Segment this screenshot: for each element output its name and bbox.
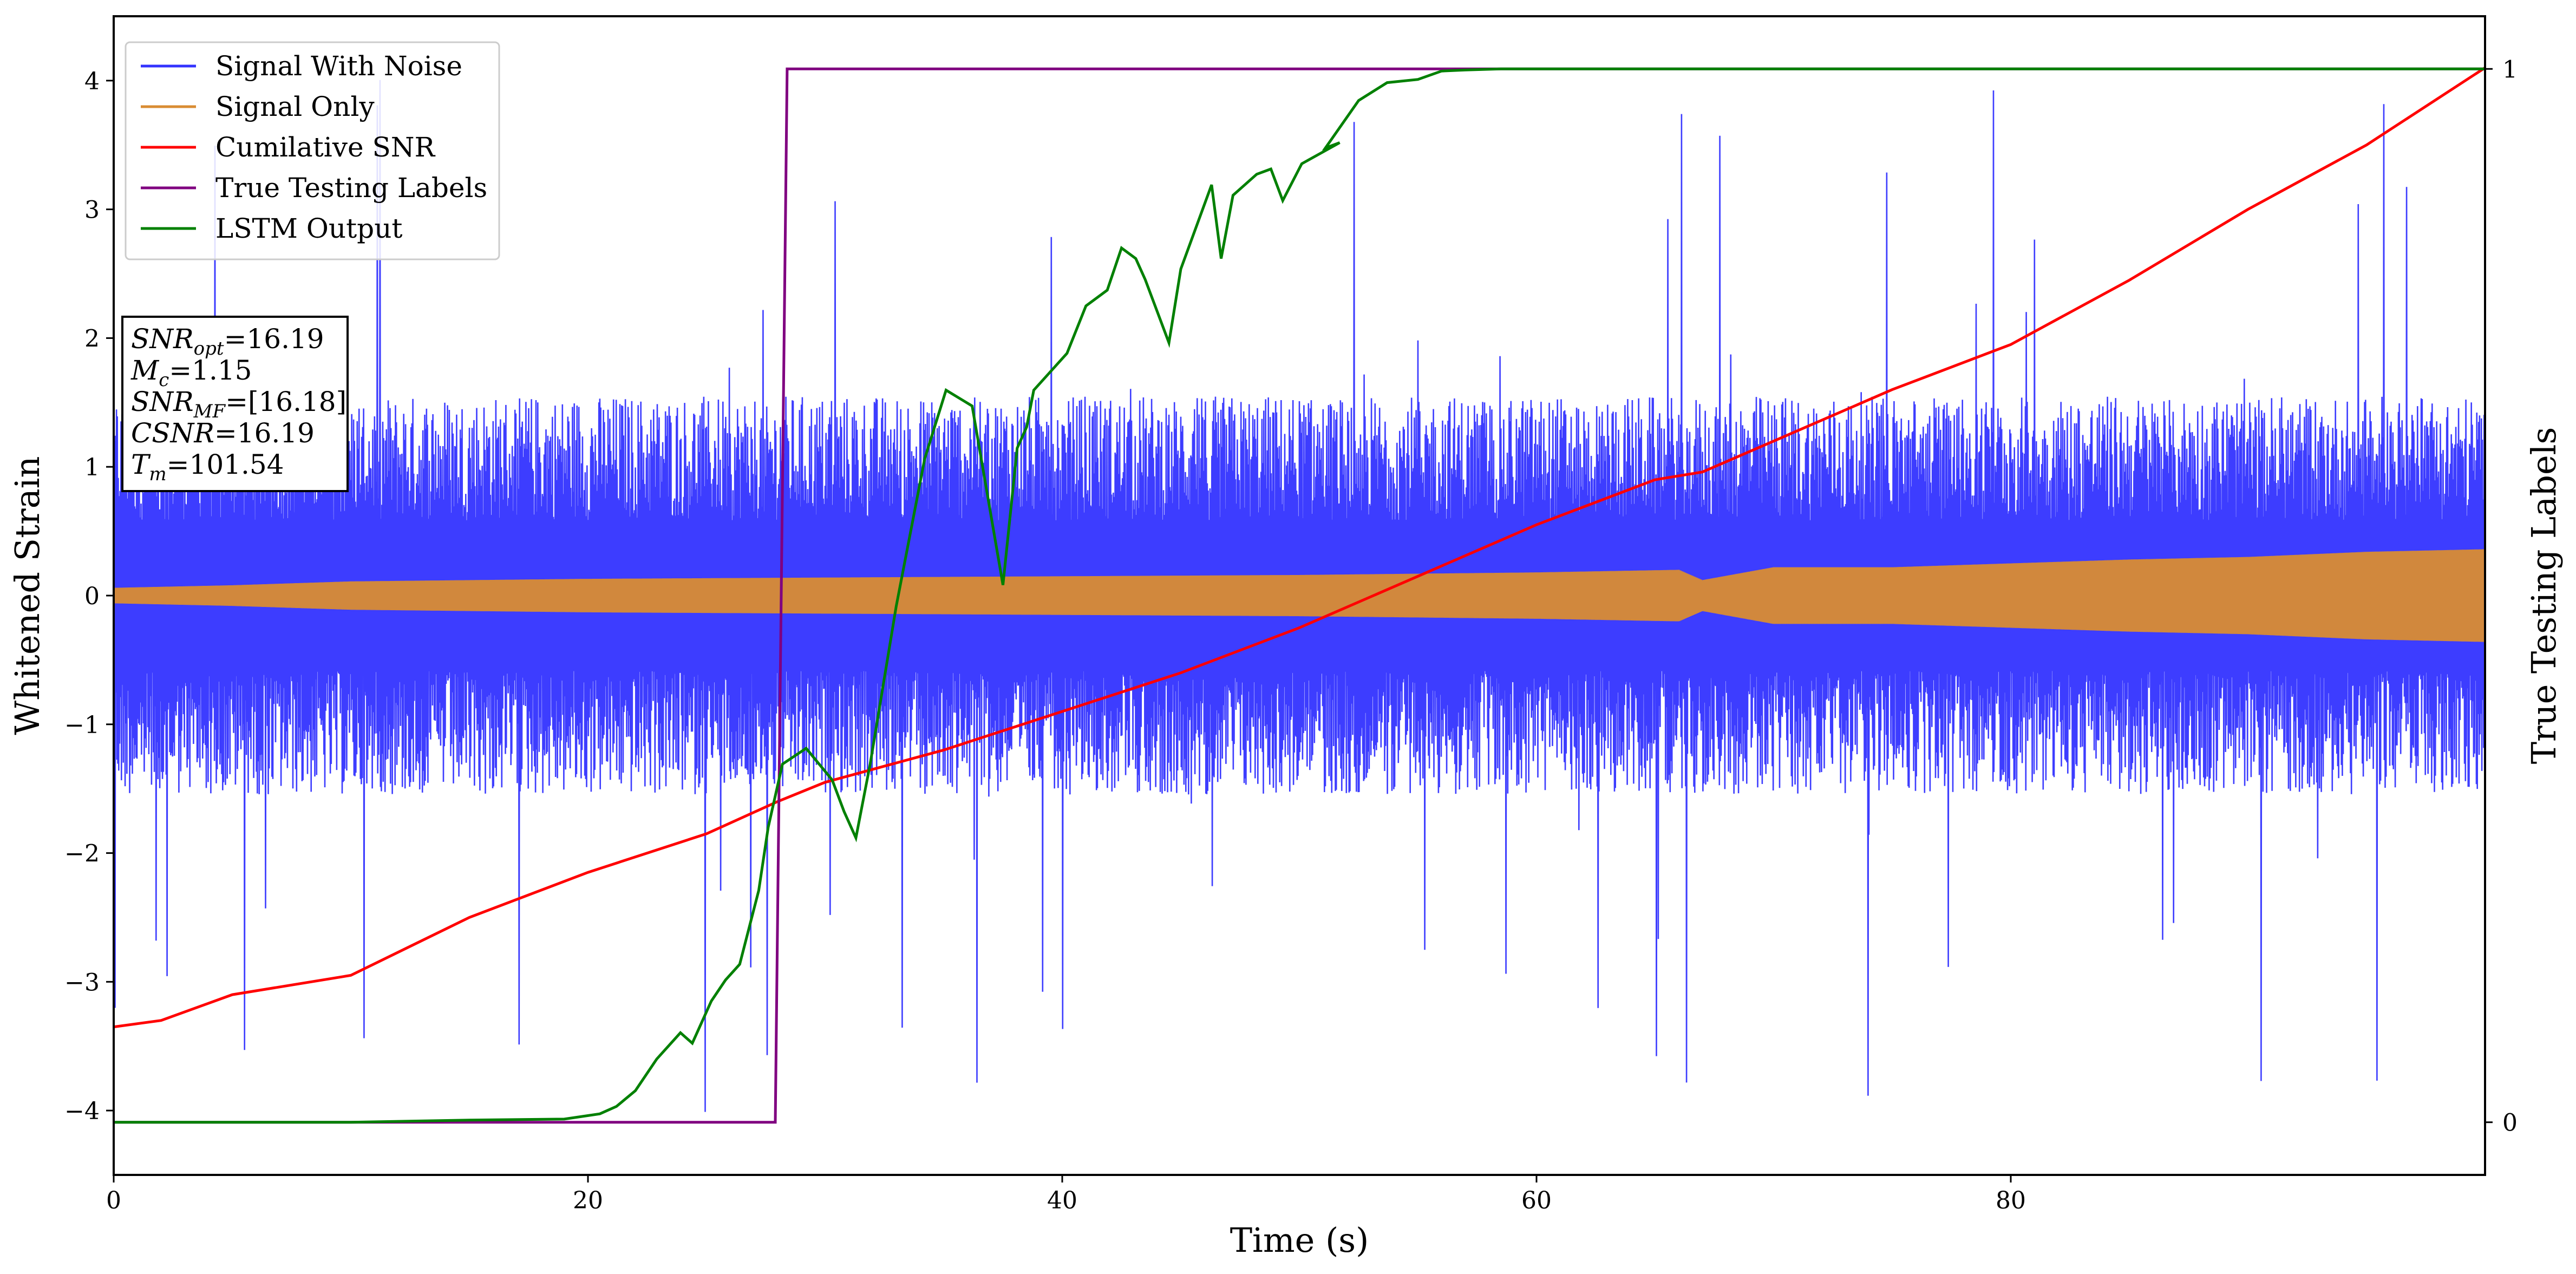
x-tick-label: 80 [1996, 1187, 2026, 1214]
legend-label: LSTM Output [215, 213, 402, 244]
y-tick-label: 4 [84, 68, 100, 95]
legend-label: Cumilative SNR [215, 132, 435, 163]
legend-label: True Testing Labels [215, 172, 487, 204]
info-line: SNRopt=16.19 [131, 323, 324, 360]
x-tick-label: 20 [573, 1187, 603, 1214]
y-tick-label: −2 [64, 840, 100, 868]
x-tick-label: 0 [106, 1187, 121, 1214]
y2-tick-label: 0 [2502, 1109, 2518, 1137]
y-tick-label: 2 [84, 325, 100, 352]
series-signal-only [114, 549, 2485, 642]
info-line: Tm=101.54 [131, 449, 284, 485]
legend-label: Signal With Noise [215, 50, 462, 82]
y2-tick-label: 1 [2502, 56, 2518, 83]
y-tick-label: −1 [64, 711, 100, 739]
info-box: SNRopt=16.19Mc=1.15SNRMF=[16.18]CSNR=16.… [121, 316, 349, 492]
plot-area [114, 67, 2485, 1124]
y-tick-label: 1 [84, 454, 100, 481]
x-tick-label: 40 [1047, 1187, 1077, 1214]
info-box-frame [121, 316, 349, 492]
legend: Signal With Noise Signal Only Cumilative S… [125, 41, 500, 260]
legend-label: Signal Only [215, 91, 375, 122]
series-cumulative-snr [114, 67, 2485, 1029]
y2-axis-label: True Testing Labels [2524, 427, 2564, 765]
info-line: Mc=1.15 [130, 355, 252, 391]
legend-box [125, 41, 500, 260]
y-tick-label: −3 [64, 969, 100, 996]
x-axis-label: Time (s) [1230, 1220, 1369, 1260]
y-tick-label: 3 [84, 197, 100, 224]
x-tick-label: 60 [1521, 1187, 1552, 1214]
y-axis-label: Whitened Strain [8, 456, 47, 735]
series-lstm-output [114, 67, 2485, 1124]
info-line: CSNR=16.19 [131, 417, 315, 449]
y-tick-label: −4 [64, 1097, 100, 1125]
info-line: SNRMF=[16.18] [131, 386, 346, 422]
y-tick-label: 0 [84, 583, 100, 610]
